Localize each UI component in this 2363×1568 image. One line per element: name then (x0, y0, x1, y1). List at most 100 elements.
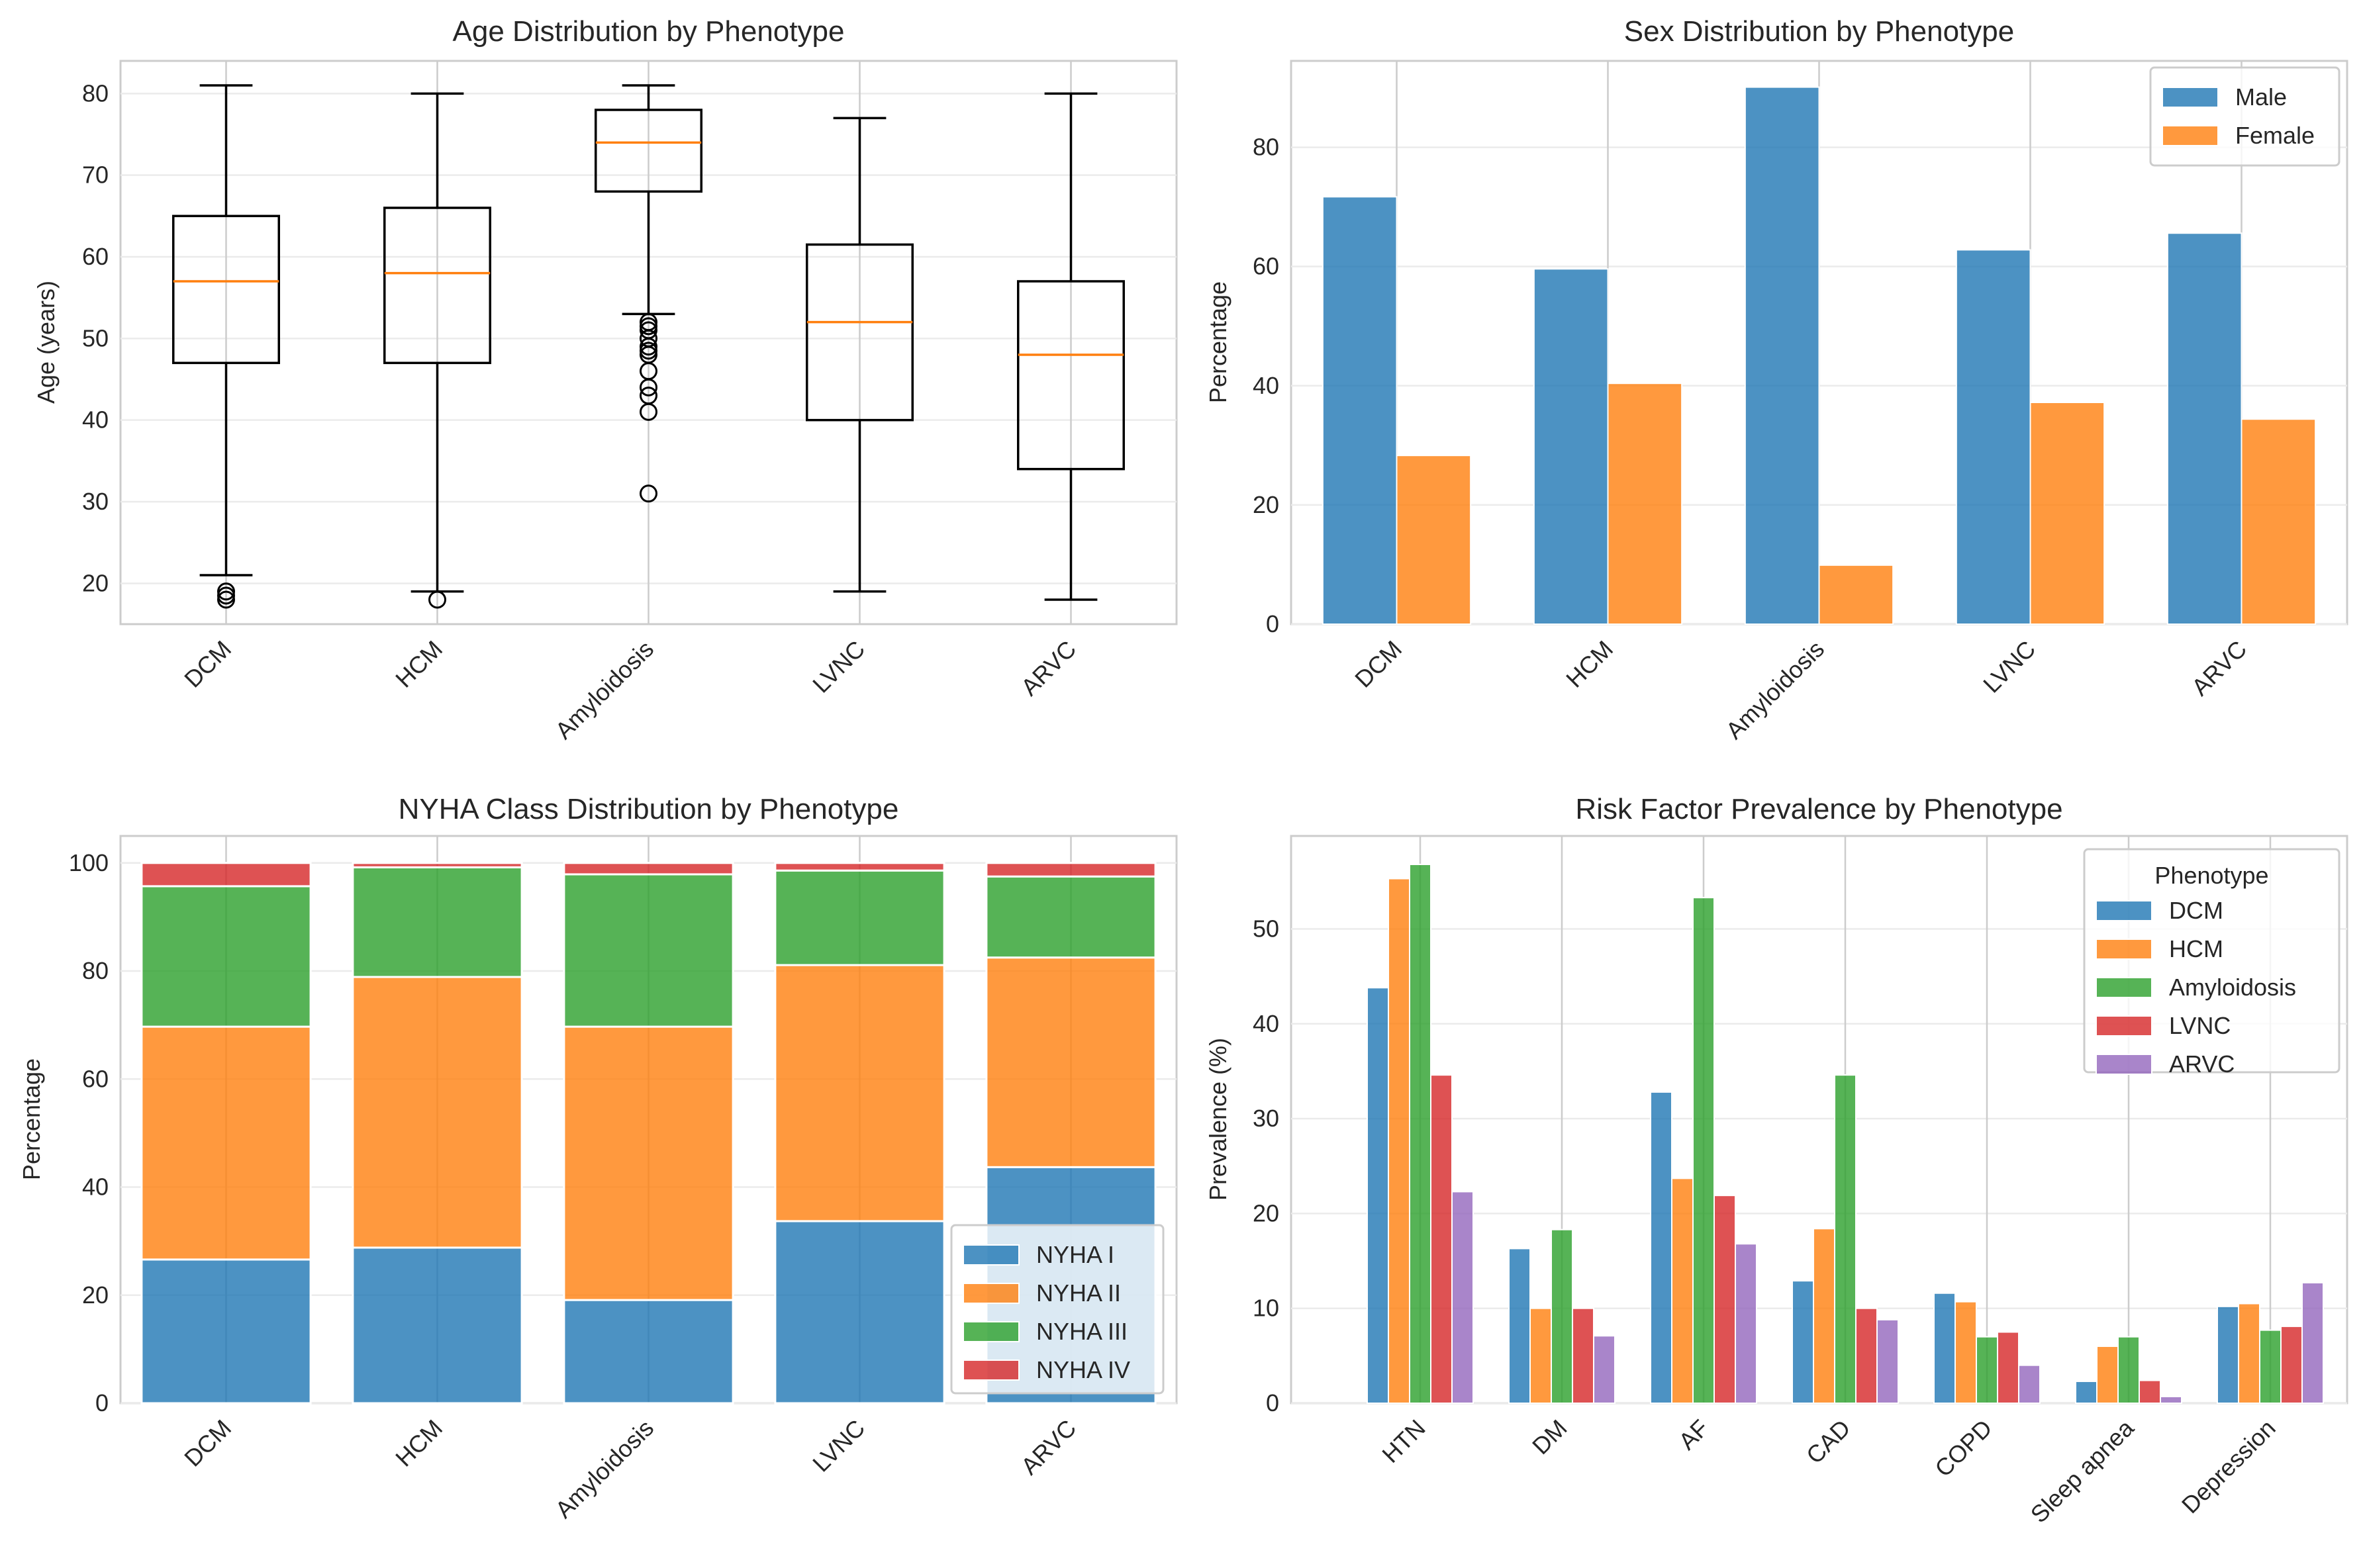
y-tick-label: 50 (82, 324, 109, 351)
x-tick-label: COPD (1929, 1414, 1998, 1483)
x-tick-label: DM (1527, 1414, 1572, 1460)
x-tick-label: HCM (390, 635, 448, 693)
x-tick-label: LVNC (807, 635, 870, 698)
x-tick-labels: HTN DM AF CAD COPD Sleep apnea Depression (1376, 1414, 2280, 1528)
bar-arvc (1451, 1191, 1474, 1404)
bar-hcm (2238, 1303, 2260, 1405)
y-tick-label: 60 (82, 1065, 109, 1092)
bar-amyloidosis (1834, 1074, 1857, 1404)
y-tick-labels: 0 10 20 30 40 50 (1253, 915, 1279, 1416)
x-tick-label: LVNC (1978, 635, 2041, 698)
bar-nyha-iv (140, 862, 312, 888)
bar-male (1322, 196, 1398, 625)
iqr-box (383, 207, 491, 365)
y-tick-label: 40 (82, 1174, 109, 1201)
bar-nyha-ii (985, 956, 1157, 1168)
bar-nyha-i (352, 1246, 523, 1405)
x-tick-label: ARVC (1016, 635, 1081, 701)
x-tick-label: DCM (179, 635, 236, 693)
x-tick-label: Amyloidosis (550, 635, 659, 745)
legend-label: LVNC (2169, 1012, 2231, 1039)
legend-swatch (963, 1321, 1020, 1342)
legend-swatch (963, 1244, 1020, 1266)
bar-nyha-iii (563, 873, 734, 1028)
chart-title: Age Distribution by Phenotype (453, 15, 845, 48)
y-tick-label: 60 (1253, 253, 1279, 280)
bar-female (1818, 564, 1894, 625)
bar-arvc (2160, 1395, 2182, 1405)
y-tick-label: 80 (82, 957, 109, 984)
y-tick-label: 40 (1253, 1010, 1279, 1037)
y-tick-label: 100 (69, 849, 109, 876)
nyha-stacked-bar-panel: 0 20 40 60 80 100 DCM HCM Amyloidosis LVNC ARVC N… (18, 793, 1178, 1524)
bar-hcm (1529, 1307, 1552, 1404)
legend-swatch (2096, 1015, 2152, 1037)
bar-marks (1367, 863, 2324, 1405)
y-tick-label: 60 (82, 243, 109, 270)
legend-swatch (2096, 939, 2152, 960)
y-tick-label: 80 (1253, 134, 1279, 161)
bar-male (2166, 232, 2242, 625)
x-tick-label: Depression (2176, 1414, 2281, 1519)
bar-lvnc (1997, 1331, 2019, 1404)
y-tick-label: 40 (1253, 372, 1279, 399)
bar-nyha-iii (140, 885, 312, 1028)
bar-female (1607, 383, 1683, 625)
legend-frame (950, 1224, 1165, 1395)
y-tick-label: 0 (95, 1389, 109, 1416)
legend-label: NYHA IV (1036, 1356, 1130, 1383)
bar-arvc (2301, 1281, 2324, 1405)
legend: Phenotype DCM HCM Amyloidosis LVNC ARVC (2083, 848, 2340, 1078)
bar-nyha-iv (985, 862, 1157, 878)
x-tick-label: HCM (390, 1414, 448, 1472)
bar-nyha-ii (774, 964, 945, 1222)
bar-lvnc (1855, 1307, 1878, 1404)
legend: NYHA I NYHA II NYHA III NYHA IV (950, 1224, 1165, 1395)
y-tick-label: 80 (82, 79, 109, 107)
bar-amyloidosis (1409, 863, 1431, 1404)
legend-label: DCM (2169, 897, 2223, 924)
age-boxplot-panel: 20 30 40 50 60 70 80 DCM HCM Amyloidosis LVNC ARVC… (32, 15, 1178, 745)
box-lvnc (806, 116, 914, 593)
bar-amyloidosis (1976, 1336, 1998, 1404)
x-tick-labels: DCM HCM Amyloidosis LVNC ARVC (179, 1414, 1081, 1524)
x-tick-label: HCM (1561, 635, 1618, 693)
x-tick-label: DCM (179, 1414, 236, 1472)
legend-label: Amyloidosis (2169, 974, 2296, 1001)
legend-swatch (963, 1283, 1020, 1304)
bar-female (1396, 455, 1472, 625)
x-tick-label: Amyloidosis (550, 1414, 659, 1524)
bar-female (2241, 418, 2317, 625)
chart-title: NYHA Class Distribution by Phenotype (399, 793, 899, 825)
x-tick-labels: DCM HCM Amyloidosis LVNC ARVC (179, 635, 1081, 745)
y-tick-label: 10 (1253, 1295, 1279, 1322)
legend-label: ARVC (2169, 1050, 2235, 1078)
bar-nyha-ii (140, 1025, 312, 1261)
y-axis-label: Percentage (18, 1058, 45, 1180)
y-tick-label: 70 (82, 161, 109, 189)
bar-amyloidosis (2117, 1336, 2140, 1404)
box-arvc (1017, 92, 1125, 601)
outlier-point (640, 484, 657, 503)
bar-hcm (1671, 1177, 1694, 1404)
bar-marks (1322, 86, 2317, 625)
bar-dcm (1367, 987, 1389, 1404)
bar-nyha-ii (352, 976, 523, 1249)
bar-nyha-iv (352, 862, 523, 868)
bar-nyha-i (140, 1258, 312, 1405)
y-tick-label: 0 (1266, 1389, 1279, 1416)
box-marks (172, 84, 1125, 609)
bar-arvc (1876, 1318, 1899, 1404)
x-tick-label: LVNC (807, 1414, 870, 1477)
sex-bar-panel: 0 20 40 60 80 DCM HCM Amyloidosis LVNC ARVC Male… (1204, 15, 2348, 745)
x-tick-label: Amyloidosis (1720, 635, 1829, 745)
y-tick-label: 20 (82, 1281, 109, 1309)
bar-hcm (2096, 1346, 2119, 1405)
bar-nyha-iii (352, 866, 523, 978)
legend-frame (2149, 66, 2340, 167)
bar-amyloidosis (1692, 897, 1715, 1405)
y-tick-label: 30 (82, 488, 109, 515)
x-tick-label: ARVC (1016, 1414, 1081, 1480)
bar-lvnc (1430, 1074, 1453, 1404)
